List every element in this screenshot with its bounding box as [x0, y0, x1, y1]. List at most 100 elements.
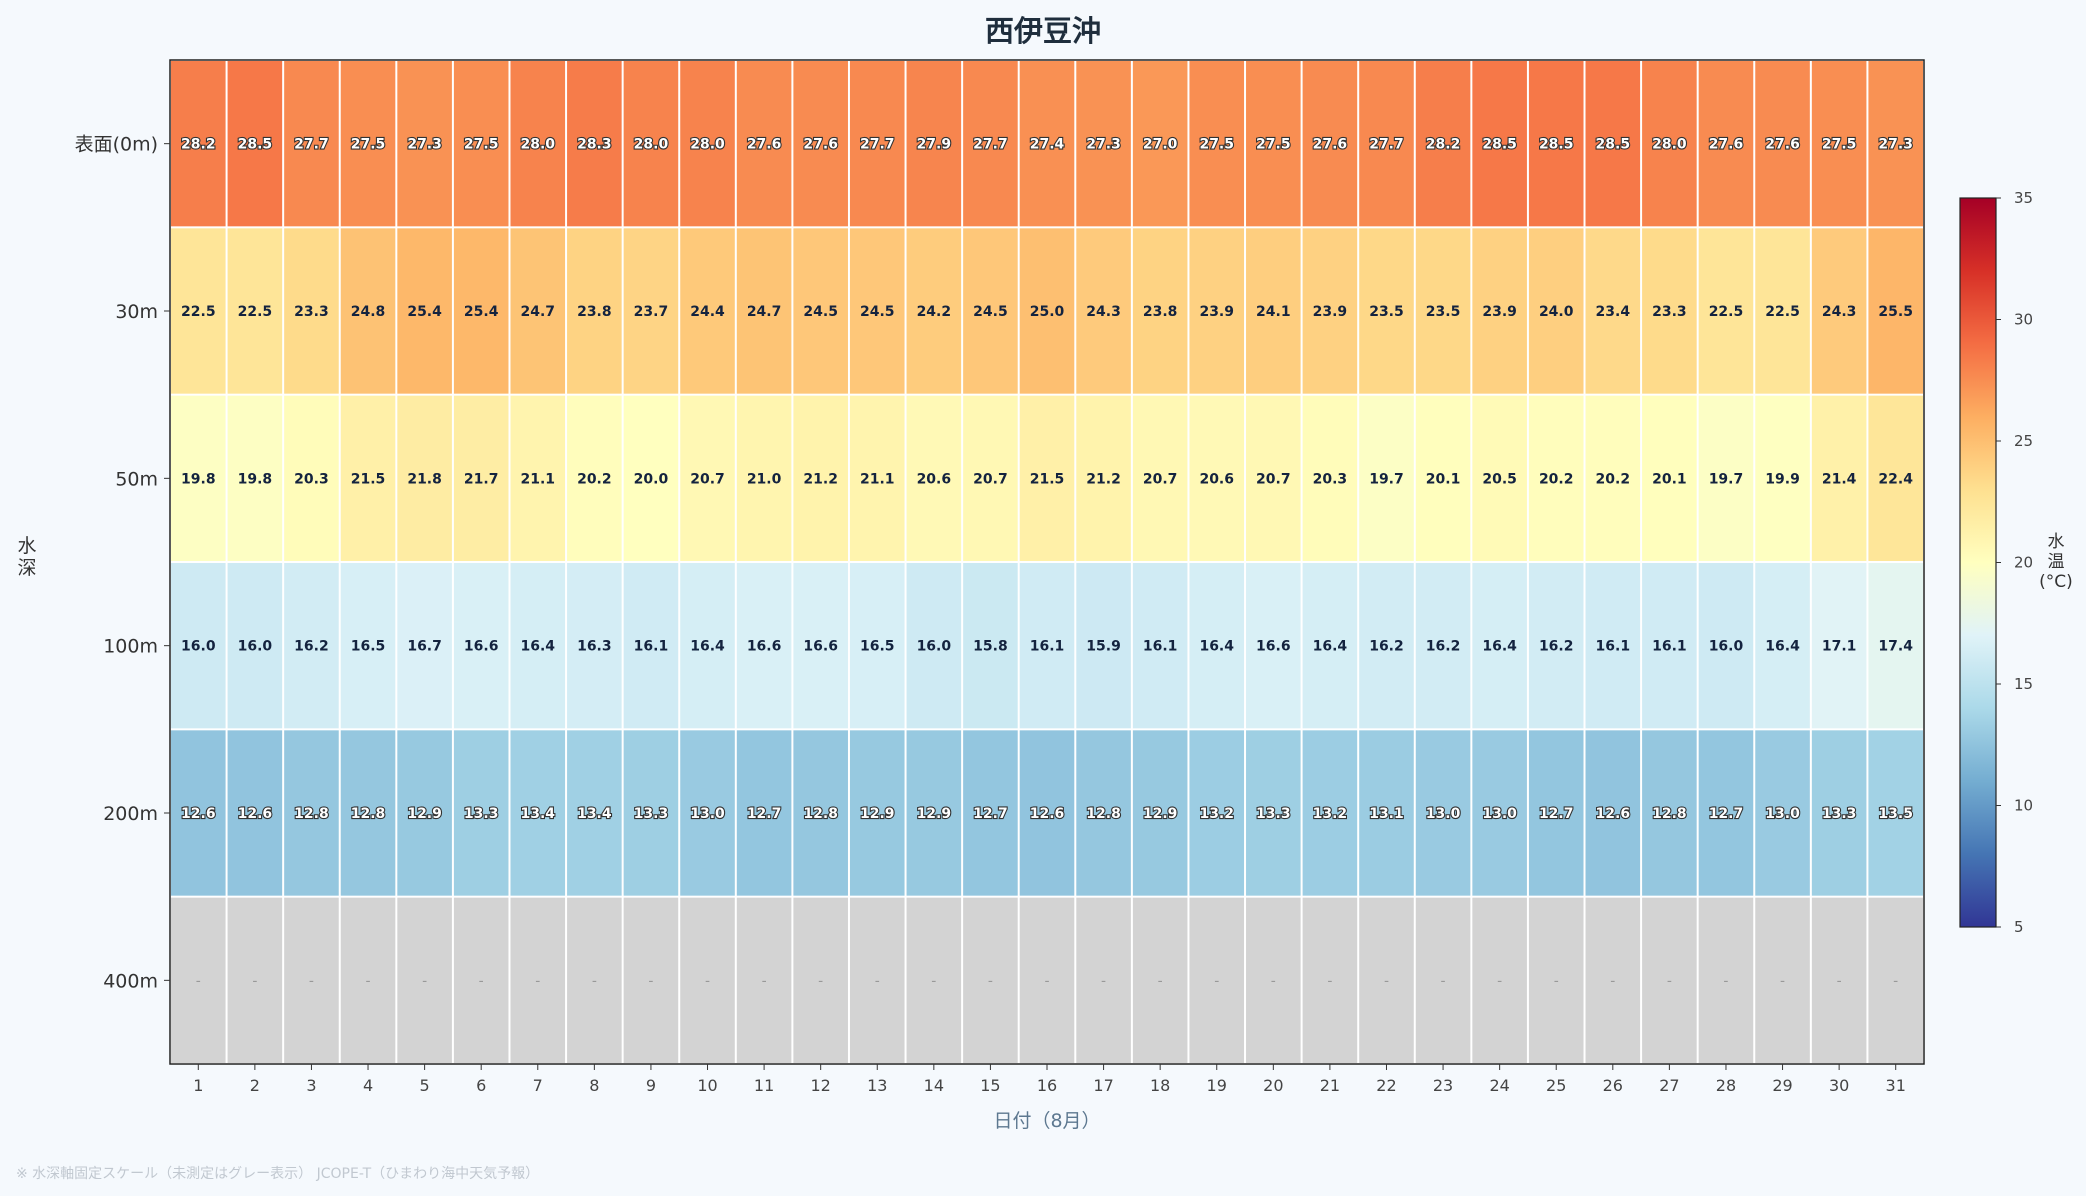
heatmap-cell: [510, 563, 566, 729]
heatmap-cell: [793, 395, 848, 561]
cell-value-label: 20.3: [294, 471, 329, 487]
heatmap-cell: [1585, 730, 1641, 896]
cell-value-label: 13.3: [464, 806, 499, 822]
heatmap-cell: [340, 730, 396, 896]
colorbar-tick-label: 20: [2014, 554, 2033, 572]
cell-value-label: 28.2: [1426, 137, 1461, 153]
heatmap-cell: [1811, 61, 1867, 227]
colorbar: [1959, 197, 1997, 928]
x-tick-label: 21: [1320, 1076, 1340, 1095]
x-tick-label: 24: [1489, 1076, 1509, 1095]
heatmap-cell: [1698, 563, 1754, 729]
heatmap-cell: [1528, 563, 1584, 729]
heatmap-cell: [736, 228, 792, 394]
cell-value-label: -: [309, 973, 314, 989]
heatmap-cell: [680, 395, 735, 561]
x-tick-label: 1: [193, 1076, 203, 1095]
x-tick-label: 16: [1037, 1076, 1057, 1095]
cell-value-label: 28.0: [690, 137, 725, 153]
heatmap-cell: [284, 563, 339, 729]
heatmap-cell: [567, 897, 622, 1063]
x-tick-label: 9: [646, 1076, 656, 1095]
heatmap-cell: [1302, 228, 1358, 394]
cell-value-label: 28.5: [238, 137, 273, 153]
cell-value-label: -: [1044, 973, 1049, 989]
cell-value-label: 20.7: [690, 471, 725, 487]
cell-value-label: -: [818, 973, 823, 989]
cell-value-label: 27.5: [464, 137, 499, 153]
heatmap-cell: [284, 730, 339, 896]
cell-value-label: 15.8: [973, 639, 1008, 655]
heatmap-cell: [1698, 228, 1754, 394]
cell-value-label: 16.5: [860, 639, 895, 655]
heatmap-cell: [1868, 395, 1923, 561]
heatmap-cell: [340, 897, 396, 1063]
heatmap-cell: [1755, 897, 1810, 1063]
cell-value-label: 27.6: [803, 137, 838, 153]
cell-value-label: 20.2: [1539, 471, 1574, 487]
cell-value-label: 27.3: [1086, 137, 1121, 153]
x-tick-label: 26: [1603, 1076, 1623, 1095]
heatmap-cell: [1585, 897, 1641, 1063]
heatmap-cell: [1359, 563, 1414, 729]
cell-value-label: 13.4: [577, 806, 612, 822]
x-tick-label: 25: [1546, 1076, 1566, 1095]
heatmap-cell: [1642, 897, 1697, 1063]
heatmap-cell: [1528, 228, 1584, 394]
chart-title: 西伊豆沖: [984, 14, 1101, 48]
cell-value-label: 17.1: [1822, 639, 1857, 655]
y-tick-label: 200m: [103, 803, 158, 825]
cell-value-label: 23.3: [1652, 304, 1687, 320]
cell-value-label: 24.5: [860, 304, 895, 320]
cell-value-label: 23.9: [1199, 304, 1234, 320]
cell-value-label: 12.6: [1030, 806, 1065, 822]
cell-value-label: 25.5: [1878, 304, 1913, 320]
heatmap-cell: [1246, 897, 1301, 1063]
cell-value-label: 28.2: [181, 137, 216, 153]
heatmap-cell: [1528, 730, 1584, 896]
heatmap-cell: [1868, 61, 1923, 227]
heatmap-cell: [567, 228, 622, 394]
cell-value-label: 12.9: [917, 806, 952, 822]
heatmap-cell: [1755, 395, 1810, 561]
heatmap-cell: [1642, 395, 1697, 561]
cell-value-label: 19.8: [181, 471, 216, 487]
heatmap-cell: [1019, 228, 1075, 394]
cell-value-label: 20.0: [634, 471, 669, 487]
heatmap-cell: [1019, 563, 1075, 729]
x-tick-label: 14: [924, 1076, 944, 1095]
cell-value-label: 13.0: [1482, 806, 1517, 822]
heatmap-cell: [227, 395, 283, 561]
cell-value-label: 27.3: [407, 137, 442, 153]
x-tick-label: 19: [1207, 1076, 1227, 1095]
cell-value-label: 12.8: [294, 806, 329, 822]
x-tick-label: 23: [1433, 1076, 1453, 1095]
cell-value-label: 24.5: [803, 304, 838, 320]
cell-value-label: 21.1: [521, 471, 556, 487]
heatmap-cell: [340, 228, 396, 394]
cell-value-label: -: [1497, 973, 1502, 989]
heatmap-cell: [1302, 61, 1358, 227]
cell-value-label: 23.7: [634, 304, 669, 320]
cell-value-label: 27.5: [351, 137, 386, 153]
heatmap-cell: [1019, 730, 1075, 896]
heatmap-cell: [1076, 897, 1131, 1063]
heatmap-cell: [680, 730, 735, 896]
heatmap-cell: [1189, 897, 1245, 1063]
heatmap-cell: [849, 395, 905, 561]
heatmap-cell: [623, 395, 679, 561]
cell-value-label: 16.5: [351, 639, 386, 655]
cell-value-label: 22.5: [238, 304, 273, 320]
cell-value-label: 16.1: [1143, 639, 1178, 655]
cell-value-label: 24.8: [351, 304, 386, 320]
cell-value-label: 15.9: [1086, 639, 1121, 655]
cell-value-label: 21.5: [1030, 471, 1065, 487]
plot-area: [170, 60, 1924, 1064]
heatmap-cell: [1811, 563, 1867, 729]
cell-value-label: 28.5: [1539, 137, 1574, 153]
cell-value-label: 20.7: [1256, 471, 1291, 487]
cell-value-label: -: [1610, 973, 1615, 989]
heatmap-cell: [284, 395, 339, 561]
cell-value-label: 21.2: [1086, 471, 1121, 487]
